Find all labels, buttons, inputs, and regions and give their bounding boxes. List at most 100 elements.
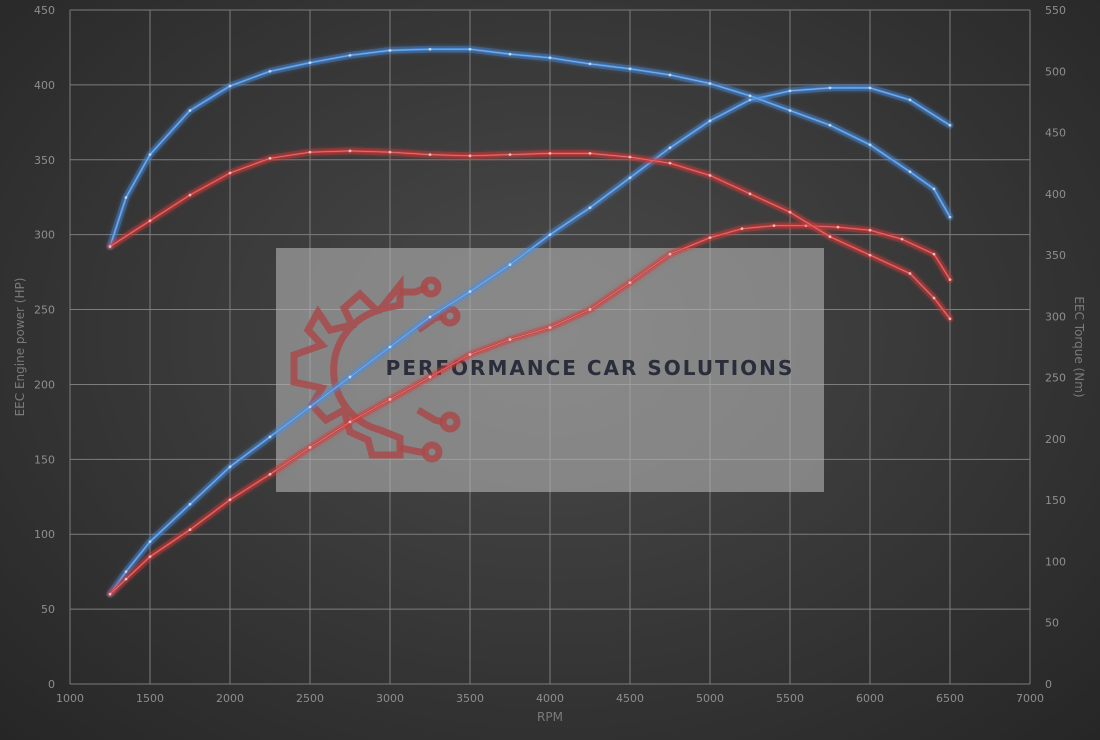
data-point [932, 187, 936, 191]
data-point [188, 193, 192, 197]
data-point [772, 224, 776, 228]
data-point [388, 150, 392, 154]
chart-series [106, 45, 954, 598]
data-point [188, 528, 192, 532]
data-point [508, 263, 512, 267]
data-point [828, 235, 832, 239]
x-tick-label: 3000 [376, 692, 404, 705]
x-tick-label: 1000 [56, 692, 84, 705]
data-point [508, 52, 512, 56]
data-point [548, 56, 552, 60]
x-tick-label: 4000 [536, 692, 564, 705]
data-point [468, 353, 472, 356]
data-point [308, 150, 312, 154]
data-point [468, 47, 472, 51]
x-tick-label: 3500 [456, 692, 484, 705]
y-left-tick-label: 450 [34, 4, 55, 17]
data-point [668, 161, 672, 165]
y-left-tick-label: 400 [34, 79, 55, 92]
data-point [268, 156, 272, 160]
data-point [628, 67, 632, 71]
data-point [748, 192, 752, 196]
data-point [708, 236, 712, 240]
data-point [388, 49, 392, 52]
x-tick-label: 2500 [296, 692, 324, 705]
y-left-tick-label: 350 [34, 154, 55, 167]
data-point [228, 465, 232, 469]
data-point [188, 502, 192, 506]
y-right-tick-label: 450 [1045, 127, 1066, 140]
y-left-tick-label: 0 [48, 678, 55, 691]
data-point [548, 233, 552, 237]
data-point [348, 149, 352, 153]
y-right-tick-labels: 0 50 100 150 200 250 300 350 400 450 500 550 [1045, 4, 1066, 691]
data-point [948, 317, 952, 321]
watermark: PERFORMANCE CAR SOLUTIONS [276, 248, 824, 492]
data-point [428, 315, 432, 319]
data-point [548, 151, 552, 155]
data-point [868, 86, 872, 90]
x-tick-labels: 1000 1500 2000 2500 3000 3500 4000 4500 5000 5500… [56, 692, 1044, 705]
watermark-text: PERFORMANCE CAR SOLUTIONS [386, 356, 795, 380]
data-point [268, 435, 272, 439]
y-right-tick-label: 100 [1045, 555, 1066, 568]
data-point [468, 290, 472, 293]
x-tick-label: 1500 [136, 692, 164, 705]
data-point [948, 123, 952, 127]
y-left-tick-label: 150 [34, 453, 55, 466]
y-right-tick-label: 400 [1045, 188, 1066, 201]
data-point [348, 420, 352, 424]
data-point [108, 245, 112, 248]
y-right-tick-label: 0 [1045, 678, 1052, 691]
data-point [428, 375, 432, 379]
data-point [228, 498, 232, 502]
y-left-axis-title: EEC Engine power (HP) [13, 278, 27, 417]
y-right-tick-label: 250 [1045, 372, 1066, 385]
x-tick-label: 6000 [856, 692, 884, 705]
data-point [148, 555, 152, 559]
data-point [348, 375, 352, 379]
data-point [148, 153, 152, 157]
y-right-tick-label: 550 [1045, 4, 1066, 17]
y-right-tick-label: 350 [1045, 249, 1066, 262]
data-point [748, 98, 752, 102]
data-point [468, 154, 472, 158]
data-point [740, 227, 744, 231]
data-point [668, 146, 672, 150]
data-point [804, 224, 808, 228]
data-point [108, 592, 112, 596]
data-point [588, 151, 592, 155]
data-point [124, 570, 128, 574]
data-point [348, 53, 352, 57]
data-point [948, 215, 952, 219]
data-point [932, 296, 936, 300]
data-point [908, 272, 912, 275]
data-point [148, 219, 152, 223]
x-tick-label: 6500 [936, 692, 964, 705]
data-point [588, 308, 592, 311]
y-left-tick-label: 250 [34, 304, 55, 317]
x-axis-title: RPM [537, 710, 563, 724]
data-point [908, 170, 912, 174]
data-point [148, 540, 152, 544]
x-tick-label: 4500 [616, 692, 644, 705]
data-point [228, 84, 232, 88]
data-point [124, 196, 128, 199]
y-right-tick-label: 200 [1045, 433, 1066, 446]
data-point [868, 143, 872, 147]
y-right-tick-label: 150 [1045, 494, 1066, 507]
data-point [628, 176, 632, 180]
data-point [428, 153, 432, 157]
x-tick-label: 5000 [696, 692, 724, 705]
data-point [124, 577, 128, 581]
data-point [708, 82, 712, 85]
data-point [268, 69, 272, 73]
y-right-tick-label: 50 [1045, 617, 1059, 630]
data-point [828, 86, 832, 90]
y-left-tick-labels: 0 50 100 150 200 250 300 350 400 450 [34, 4, 55, 691]
y-right-tick-label: 300 [1045, 310, 1066, 323]
y-left-tick-label: 50 [41, 603, 55, 616]
x-tick-label: 5500 [776, 692, 804, 705]
data-point [588, 62, 592, 66]
